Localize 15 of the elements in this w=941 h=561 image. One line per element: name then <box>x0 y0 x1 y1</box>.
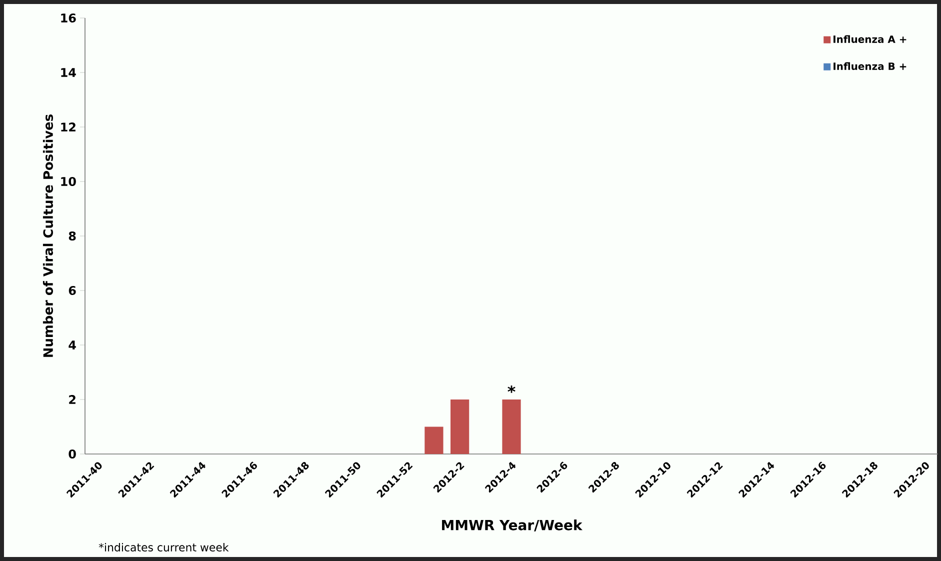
text: *indicates current week <box>98 542 229 552</box>
y-tick-label: 16 <box>61 13 76 23</box>
legend-label: Influenza A + <box>834 35 906 43</box>
y-tick-label: 8 <box>68 231 76 241</box>
y-tick-label: 6 <box>68 286 76 296</box>
y-tick-label: 12 <box>61 122 76 132</box>
y-tick-label: 2 <box>69 395 76 404</box>
y-tick-label: 10 <box>61 176 76 186</box>
annotation: * <box>508 385 516 393</box>
x-axis-title: MMWR Year/Week <box>442 520 583 532</box>
y-axis-title: Number of Viral Culture Positives <box>42 114 54 357</box>
y-tick-label: 0 <box>68 449 76 459</box>
legend-label: Influenza B + <box>834 62 906 70</box>
y-tick-label: 4 <box>68 340 76 350</box>
y-tick-label: 14 <box>61 68 76 77</box>
